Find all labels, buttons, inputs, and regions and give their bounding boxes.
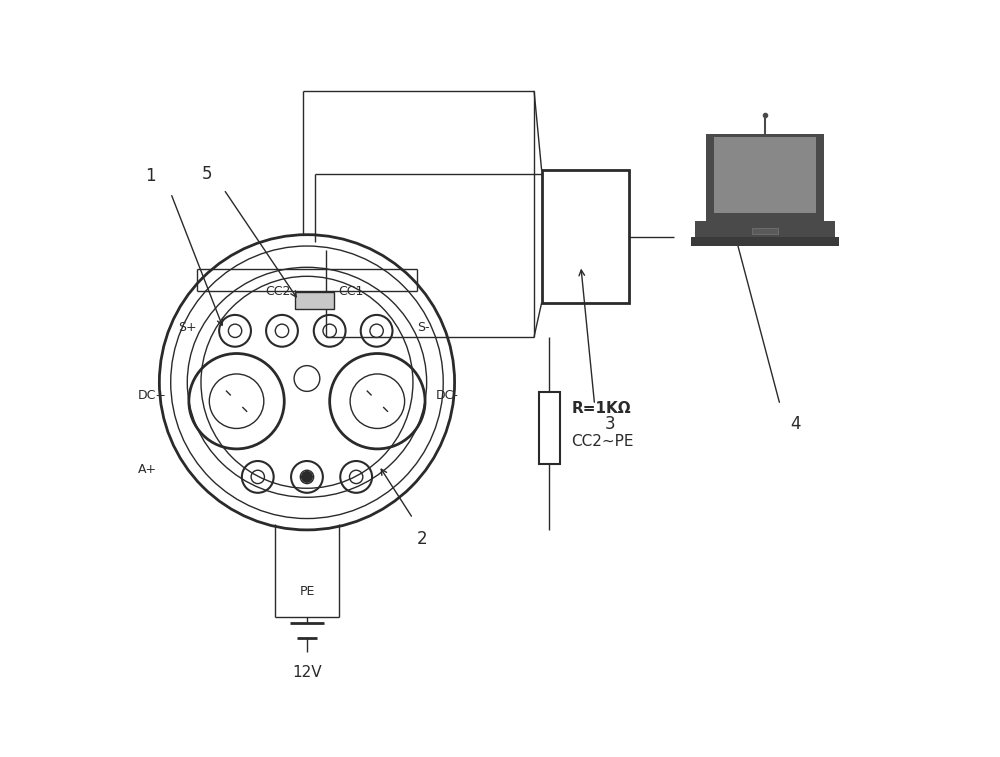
Bar bbox=[295, 292, 334, 309]
Text: PE: PE bbox=[299, 585, 315, 598]
Circle shape bbox=[302, 472, 312, 482]
Bar bbox=[542, 170, 629, 303]
Text: 5: 5 bbox=[202, 165, 212, 183]
Text: A+: A+ bbox=[138, 463, 157, 476]
Bar bbox=[691, 237, 839, 247]
Text: 1: 1 bbox=[145, 167, 156, 185]
Text: CC1: CC1 bbox=[338, 285, 363, 298]
Text: R=1KΩ: R=1KΩ bbox=[571, 401, 631, 416]
Text: DC-: DC- bbox=[436, 388, 459, 402]
Text: 3: 3 bbox=[604, 415, 615, 433]
Bar bbox=[539, 391, 560, 463]
Bar bbox=[752, 229, 778, 235]
Text: CC2: CC2 bbox=[266, 285, 291, 298]
Bar bbox=[695, 221, 835, 237]
Bar bbox=[706, 133, 824, 221]
Text: S+: S+ bbox=[179, 320, 197, 334]
Text: CC2~PE: CC2~PE bbox=[571, 434, 634, 449]
Text: 2: 2 bbox=[417, 530, 427, 548]
Bar bbox=[714, 138, 816, 213]
Text: 12V: 12V bbox=[292, 665, 322, 680]
Text: 4: 4 bbox=[790, 415, 800, 433]
Text: S-: S- bbox=[417, 320, 429, 334]
Text: DC+: DC+ bbox=[138, 388, 167, 402]
